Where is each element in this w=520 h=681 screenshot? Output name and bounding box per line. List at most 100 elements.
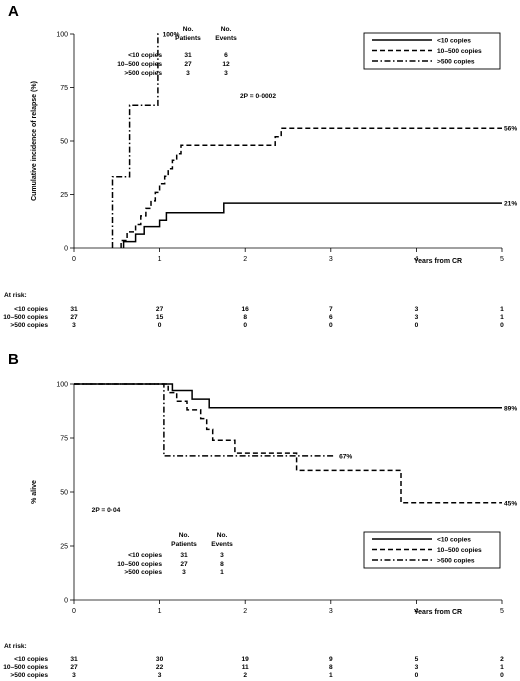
panel-b-x-tick-label: 3 — [329, 608, 333, 615]
panel-b-at-risk-count: 3 — [72, 672, 76, 679]
panel-a-y-tick-label: 50 — [60, 139, 68, 146]
panel-a-label: A — [8, 3, 19, 20]
panel-b-at-risk-count: 27 — [70, 664, 78, 671]
panel-b-at-risk-count: 31 — [70, 656, 78, 663]
panel-b-y-tick-label: 25 — [60, 544, 68, 551]
panel-b-table-events: 8 — [220, 561, 224, 568]
panel-b-at-risk-count: 2 — [243, 672, 247, 679]
panel-a-at-risk-count: 0 — [500, 322, 504, 329]
panel-a-y-tick-label: 0 — [64, 246, 68, 253]
panel-a-at-risk-count: 3 — [72, 322, 76, 329]
panel-b-x-tick-label: 0 — [72, 608, 76, 615]
panel-a-end-label: 21% — [504, 201, 517, 208]
panel-b-table-events: 1 — [220, 569, 224, 576]
panel-b-at-risk-count: 1 — [500, 664, 504, 671]
panel-b-x-tick-label: 5 — [500, 608, 504, 615]
panel-a-x-tick-label: 4 — [414, 256, 418, 263]
panel-b-at-risk-count: 8 — [329, 664, 333, 671]
panel-a-events-header: No. — [221, 26, 232, 33]
panel-a-at-risk-count: 8 — [243, 314, 247, 321]
panel-a-at-risk-count: 0 — [415, 322, 419, 329]
panel-b-patients-header: Patients — [171, 541, 197, 548]
panel-b-at-risk-count: 3 — [158, 672, 162, 679]
panel-a-at-risk-row-label: >500 copies — [10, 322, 48, 329]
panel-b-y-tick-label: 100 — [56, 382, 68, 389]
panel-a-y-tick-label: 100 — [56, 32, 68, 39]
panel-a-at-risk-row-label: 10–500 copies — [3, 314, 48, 321]
panel-b-end-label: 67% — [339, 453, 352, 460]
panel-a-patients-header: Patients — [175, 35, 201, 42]
panel-a-x-axis-label: Years from CR — [414, 258, 462, 265]
panel-b-at-risk-count: 3 — [415, 664, 419, 671]
panel-b-at-risk-count: 19 — [242, 656, 250, 663]
panel-b-legend-entry: 10–500 copies — [437, 547, 482, 554]
panel-b-end-label: 89% — [504, 405, 517, 412]
panel-b-series-line-2 — [74, 383, 336, 457]
panel-b-at-risk-count: 0 — [500, 672, 504, 679]
panel-b-x-tick-label: 2 — [243, 608, 247, 615]
panel-b-at-risk-count: 5 — [415, 656, 419, 663]
panel-a-series-line-0 — [122, 202, 502, 248]
panel-b-at-risk-label: At risk: — [4, 643, 27, 650]
panel-a-at-risk-count: 3 — [415, 314, 419, 321]
panel-a-at-risk-count: 1 — [500, 314, 504, 321]
panel-a-end-label: 100% — [163, 32, 180, 39]
panel-a-y-tick-label: 75 — [60, 85, 68, 92]
panel-b-at-risk-count: 0 — [415, 672, 419, 679]
panel-a-at-risk-count: 27 — [70, 314, 78, 321]
panel-a-at-risk-count: 16 — [242, 306, 250, 313]
panel-b-at-risk-count: 22 — [156, 664, 164, 671]
panel-a-x-tick-label: 1 — [158, 256, 162, 263]
panel-a-events-header: Events — [215, 35, 237, 42]
panel-a-at-risk-count: 0 — [329, 322, 333, 329]
panel-a-at-risk-count: 6 — [329, 314, 333, 321]
panel-a-at-risk-count: 31 — [70, 306, 78, 313]
panel-b-y-tick-label: 50 — [60, 490, 68, 497]
panel-b-x-axis-label: Years from CR — [414, 609, 462, 616]
panel-a-table-patients: 31 — [184, 52, 192, 59]
panel-a-legend-entry: <10 copies — [437, 38, 471, 45]
panel-a-at-risk-row-label: <10 copies — [14, 306, 48, 313]
panel-a-table-events: 6 — [224, 52, 228, 59]
panel-a-at-risk-count: 0 — [158, 322, 162, 329]
panel-b-legend-entry: <10 copies — [437, 537, 471, 544]
panel-b-table-patients: 3 — [182, 569, 186, 576]
panel-b-at-risk-row-label: <10 copies — [14, 656, 48, 663]
panel-a-series-line-1 — [120, 127, 502, 248]
panel-b-table-patients: 31 — [180, 552, 188, 559]
panel-a-table-patients: 3 — [186, 70, 190, 77]
panel-b-y-axis-label: % alive — [31, 480, 38, 504]
panel-a-table-row-label: 10–500 copies — [117, 61, 162, 68]
panel-b-at-risk-count: 2 — [500, 656, 504, 663]
panel-a-at-risk-label: At risk: — [4, 292, 27, 299]
panel-b-series-line-1 — [74, 383, 502, 504]
panel-a-y-axis-label: Cumulative incidence of relapse (%) — [31, 81, 38, 201]
panel-a-x-tick-label: 5 — [500, 256, 504, 263]
panel-a-series-line-2 — [111, 33, 160, 248]
panel-a-x-tick-label: 2 — [243, 256, 247, 263]
panel-b-events-header: Events — [211, 541, 233, 548]
panel-a-at-risk-count: 0 — [243, 322, 247, 329]
panel-a-table-events: 12 — [222, 61, 230, 68]
panel-b-patients-header: No. — [179, 532, 190, 539]
panel-a-patients-header: No. — [183, 26, 194, 33]
panel-b-stat-text: 2P = 0·04 — [92, 507, 121, 514]
panel-a-at-risk-count: 27 — [156, 306, 164, 313]
panel-a-at-risk-count: 3 — [415, 306, 419, 313]
panel-a-stat-text: 2P = 0·0002 — [240, 93, 276, 100]
panel-b-events-header: No. — [217, 532, 228, 539]
panel-a-y-tick-label: 25 — [60, 192, 68, 199]
panel-b-y-tick-label: 0 — [64, 598, 68, 605]
panel-b-table-row-label: 10–500 copies — [117, 561, 162, 568]
panel-b-label: B — [8, 351, 19, 368]
panel-b-legend-entry: >500 copies — [437, 558, 475, 565]
panel-b-at-risk-row-label: >500 copies — [10, 672, 48, 679]
panel-a-x-tick-label: 3 — [329, 256, 333, 263]
panel-a-x-tick-label: 0 — [72, 256, 76, 263]
panel-b-at-risk-row-label: 10–500 copies — [3, 664, 48, 671]
panel-b-table-events: 3 — [220, 552, 224, 559]
panel-b-at-risk-count: 9 — [329, 656, 333, 663]
panel-b-at-risk-count: 30 — [156, 656, 164, 663]
panel-b-x-tick-label: 4 — [414, 608, 418, 615]
